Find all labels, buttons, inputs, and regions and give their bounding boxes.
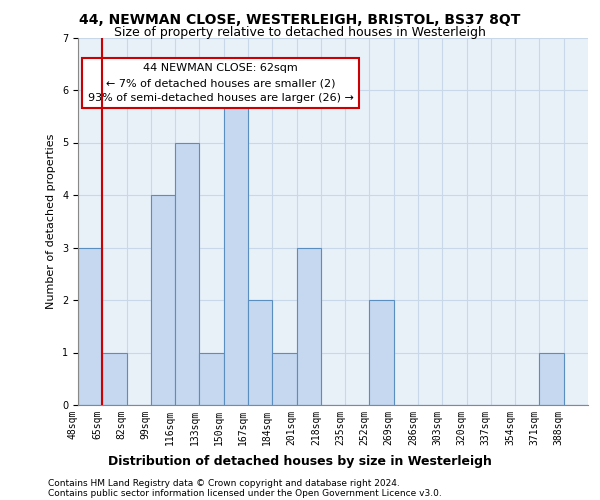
Text: Distribution of detached houses by size in Westerleigh: Distribution of detached houses by size … bbox=[108, 455, 492, 468]
Bar bbox=[370, 300, 394, 405]
Text: 44, NEWMAN CLOSE, WESTERLEIGH, BRISTOL, BS37 8QT: 44, NEWMAN CLOSE, WESTERLEIGH, BRISTOL, … bbox=[79, 12, 521, 26]
Bar bbox=[224, 90, 248, 405]
Bar bbox=[199, 352, 224, 405]
Bar bbox=[78, 248, 102, 405]
Bar bbox=[272, 352, 296, 405]
Bar bbox=[248, 300, 272, 405]
Bar bbox=[296, 248, 321, 405]
Text: Contains public sector information licensed under the Open Government Licence v3: Contains public sector information licen… bbox=[48, 489, 442, 498]
Text: Size of property relative to detached houses in Westerleigh: Size of property relative to detached ho… bbox=[114, 26, 486, 39]
Text: Contains HM Land Registry data © Crown copyright and database right 2024.: Contains HM Land Registry data © Crown c… bbox=[48, 479, 400, 488]
Bar bbox=[151, 195, 175, 405]
Y-axis label: Number of detached properties: Number of detached properties bbox=[46, 134, 56, 309]
Bar bbox=[102, 352, 127, 405]
Text: 44 NEWMAN CLOSE: 62sqm
← 7% of detached houses are smaller (2)
93% of semi-detac: 44 NEWMAN CLOSE: 62sqm ← 7% of detached … bbox=[88, 63, 354, 103]
Bar bbox=[175, 142, 199, 405]
Bar bbox=[539, 352, 564, 405]
